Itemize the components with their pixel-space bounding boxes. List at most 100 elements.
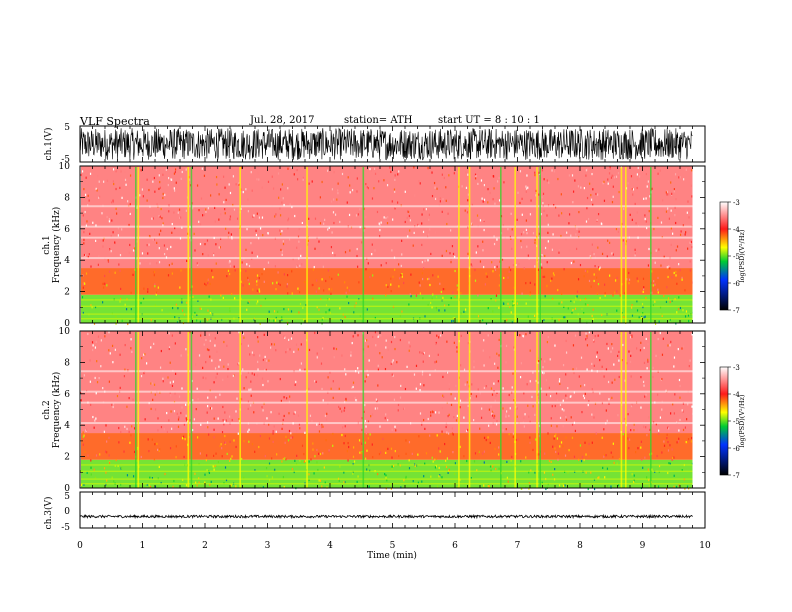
ch1-sferic xyxy=(536,167,538,323)
ch1-colorbar-tick: -3 xyxy=(733,199,740,207)
ch1-channel-label: ch.1 xyxy=(42,235,52,254)
ch1-waveform-ytick-neg5: -5 xyxy=(61,155,70,165)
ch2-sferic xyxy=(536,332,538,488)
ch2-colorbar-label: log(PSD)(V²/Hz) xyxy=(738,394,746,447)
ch2-colorbar-scale xyxy=(719,366,729,476)
ch1-ytick-10: 10 xyxy=(59,162,71,172)
ch2-sferic xyxy=(625,332,627,488)
ch2-sferic xyxy=(539,332,541,488)
ch2-colorbar-tick: -7 xyxy=(733,472,740,480)
ch2-sferic xyxy=(135,332,137,488)
ch2-sferic xyxy=(650,332,652,488)
ch2-sferic xyxy=(239,332,241,488)
chart-title: VLF Spectra xyxy=(80,115,150,128)
x-tick-label-2: 2 xyxy=(202,541,208,551)
ch1-spectrogram-image xyxy=(80,166,705,326)
ch2-spectrogram-image xyxy=(80,331,705,491)
ch2-sferic xyxy=(362,332,365,488)
ch1-ytick-4: 4 xyxy=(64,256,70,266)
ch2-spectrogram-panel: ch.2 Frequency (kHz) 0 2 4 6 8 10 -3 -4 -5 -6 -7 l… xyxy=(42,327,746,494)
ch1-waveform-panel: ch.1(V) 5 -5 xyxy=(43,123,706,165)
ch2-colorbar: -3 -4 -5 -6 -7 log(PSD)(V²/Hz) xyxy=(719,364,746,480)
ch2-sferic xyxy=(620,332,623,488)
ch1-ytick-0: 0 xyxy=(64,319,70,329)
ch2-ytick-0: 0 xyxy=(64,484,70,494)
ch2-ytick-10: 10 xyxy=(59,327,71,337)
ch1-sferic xyxy=(187,167,190,323)
ch1-sferic xyxy=(135,167,137,323)
ch2-ytick-2: 2 xyxy=(64,453,70,463)
ch3-waveform-line xyxy=(79,513,693,520)
ch1-sferic xyxy=(458,167,460,323)
ch1-colorbar-scale xyxy=(719,201,729,311)
ch2-ytick-8: 8 xyxy=(64,358,70,368)
ch2-band-2 xyxy=(81,331,693,434)
ch1-frequency-label: Frequency (kHz) xyxy=(51,207,62,284)
ch3-waveform-ytick-0: 0 xyxy=(64,507,70,517)
x-tick-label-10: 10 xyxy=(699,541,711,551)
ch1-ytick-8: 8 xyxy=(64,193,70,203)
ch1-waveform-line xyxy=(79,127,693,161)
ch1-sferic xyxy=(539,167,541,323)
ch1-sferic xyxy=(650,167,652,323)
ch1-waveform-trace xyxy=(79,127,693,161)
ch3-waveform-ylabel: ch.3(V) xyxy=(43,497,54,530)
ch1-colorbar-label: log(PSD)(V²/Hz) xyxy=(738,229,746,282)
x-tick-label-0: 0 xyxy=(77,541,83,551)
ch1-colorbar-tick: -6 xyxy=(733,280,740,288)
ch2-sferic xyxy=(187,332,190,488)
ch1-band-2 xyxy=(81,166,693,269)
ch1-waveform-ytick-5: 5 xyxy=(64,123,70,133)
start-time-label: start UT = 8 : 10 : 1 xyxy=(438,115,540,126)
x-tick-label-9: 9 xyxy=(640,541,646,551)
ch1-sferic xyxy=(137,167,140,323)
ch2-sferic xyxy=(190,332,193,488)
ch2-ytick-6: 6 xyxy=(64,390,70,400)
ch2-colorbar-tick: -4 xyxy=(733,391,740,399)
observation-date: Jul. 28, 2017 xyxy=(250,115,315,126)
ch1-colorbar-tick: -5 xyxy=(733,253,740,261)
ch2-sferic xyxy=(468,332,471,488)
ch1-waveform-ylabel: ch.1(V) xyxy=(43,128,54,161)
x-axis-label: Time (min) xyxy=(367,550,417,561)
ch1-sferic xyxy=(239,167,241,323)
ch1-colorbar-tick: -4 xyxy=(733,226,740,234)
ch2-frequency-label: Frequency (kHz) xyxy=(51,372,62,449)
ch3-waveform-ytick-5: 5 xyxy=(64,492,70,502)
ch1-sferic xyxy=(625,167,627,323)
ch1-sferic xyxy=(500,167,502,323)
ch1-sferic xyxy=(620,167,623,323)
x-tick-label-1: 1 xyxy=(140,541,146,551)
ch3-waveform-panel: ch.3(V) 5 0 -5 0 1 2 3 4 5 6 7 8 9 10 Time (min) xyxy=(43,491,711,561)
ch2-sferic xyxy=(514,332,516,488)
ch2-channel-label: ch.2 xyxy=(42,400,52,419)
x-tick-label-3: 3 xyxy=(265,541,271,551)
ch2-sferic xyxy=(306,332,308,488)
ch1-spectrogram-panel: ch.1 Frequency (kHz) 0 2 4 6 8 10 -3 -4 -5 -6 -7 l… xyxy=(42,162,746,329)
ch2-sferic xyxy=(458,332,460,488)
ch2-sferic xyxy=(137,332,140,488)
ch1-sferic xyxy=(514,167,516,323)
ch3-waveform-ytick-neg5: -5 xyxy=(61,523,70,533)
ch1-sferic xyxy=(468,167,471,323)
ch2-colorbar-tick: -3 xyxy=(733,364,740,372)
ch1-sferic xyxy=(306,167,308,323)
ch1-ytick-6: 6 xyxy=(64,225,70,235)
ch1-colorbar-tick: -7 xyxy=(733,307,740,315)
ch2-colorbar-tick: -5 xyxy=(733,418,740,426)
x-tick-label-6: 6 xyxy=(452,541,458,551)
x-tick-label-8: 8 xyxy=(577,541,583,551)
ch2-ytick-4: 4 xyxy=(64,421,70,431)
ch2-band-1 xyxy=(81,433,693,460)
ch1-sferic xyxy=(362,167,365,323)
ch2-colorbar-tick: -6 xyxy=(733,445,740,453)
ch1-band-1 xyxy=(81,268,693,295)
ch2-sferic xyxy=(500,332,502,488)
ch1-colorbar: -3 -4 -5 -6 -7 log(PSD)(V²/Hz) xyxy=(719,199,746,315)
station-label: station= ATH xyxy=(344,115,413,126)
ch1-ytick-2: 2 xyxy=(64,288,70,298)
x-tick-label-5: 5 xyxy=(390,541,396,551)
x-tick-label-7: 7 xyxy=(515,541,521,551)
ch1-sferic xyxy=(190,167,193,323)
ch3-waveform-trace xyxy=(79,513,693,520)
